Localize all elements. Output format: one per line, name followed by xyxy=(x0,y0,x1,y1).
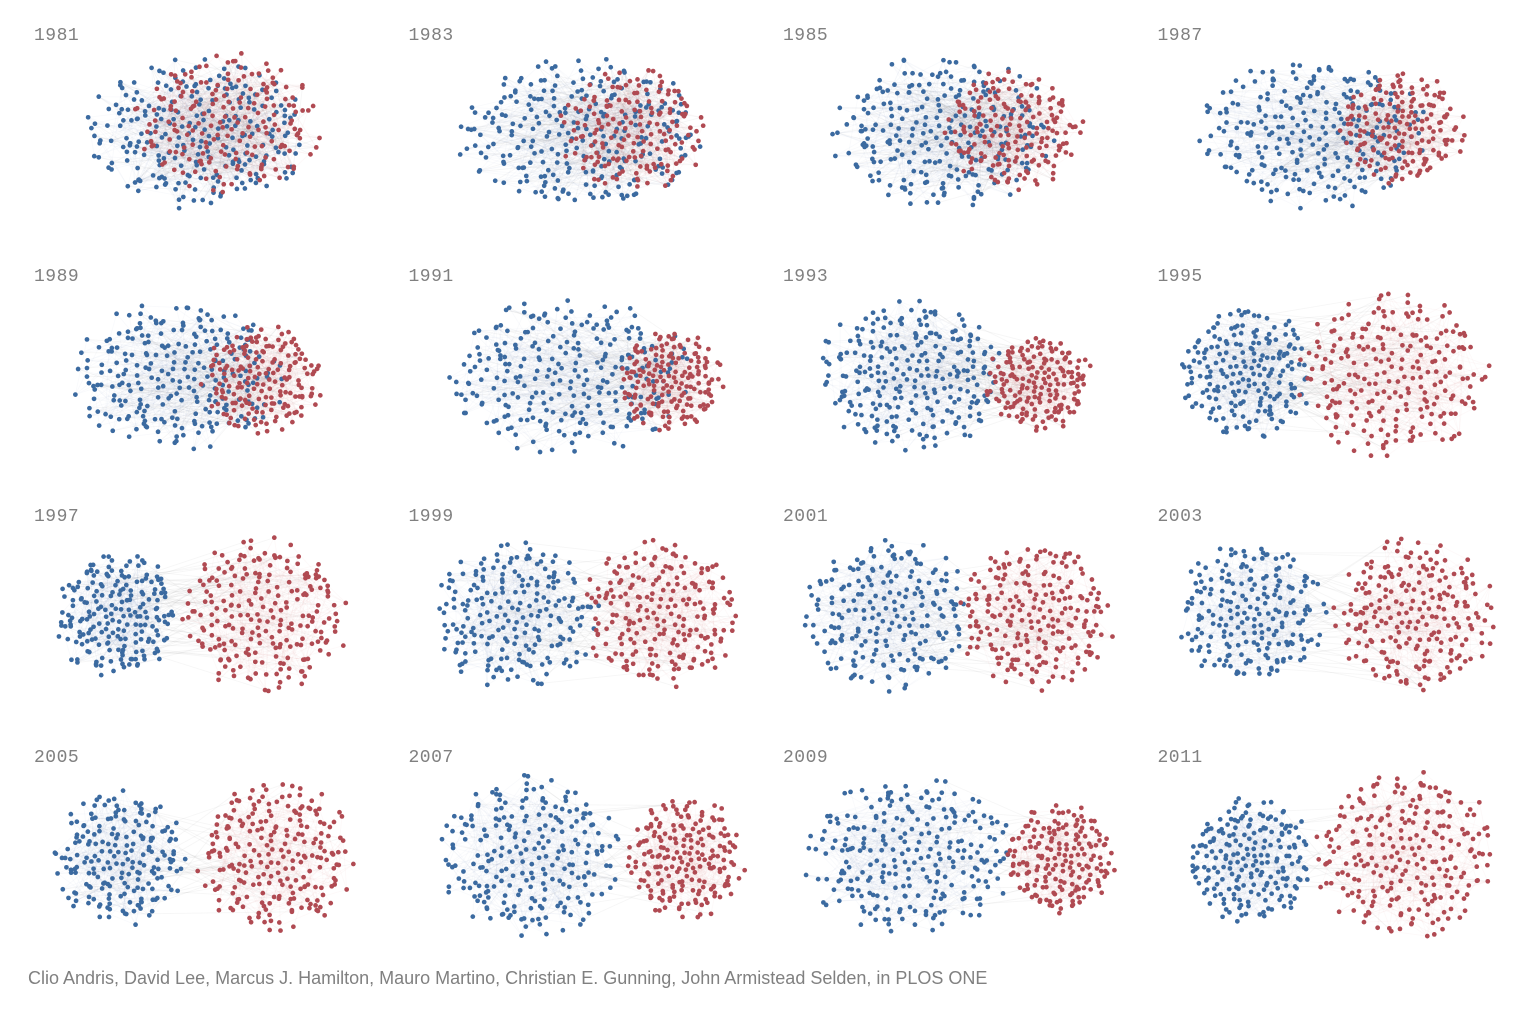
network-plot xyxy=(403,265,760,472)
year-label: 1989 xyxy=(34,267,79,287)
network-plot xyxy=(403,746,760,953)
network-plot xyxy=(777,505,1134,712)
panel-1983: 1983 xyxy=(403,24,760,231)
panel-2001: 2001 xyxy=(777,505,1134,712)
year-label: 2007 xyxy=(409,748,454,768)
network-plot xyxy=(28,505,385,712)
year-label: 1983 xyxy=(409,26,454,46)
year-label: 2009 xyxy=(783,748,828,768)
year-label: 2001 xyxy=(783,507,828,527)
year-label: 1991 xyxy=(409,267,454,287)
year-label: 2011 xyxy=(1158,748,1203,768)
network-plot xyxy=(777,746,1134,953)
network-plot xyxy=(403,24,760,231)
edges-within-blue xyxy=(442,775,618,935)
network-plot xyxy=(28,24,385,231)
year-label: 1987 xyxy=(1158,26,1203,46)
panel-1985: 1985 xyxy=(777,24,1134,231)
network-plot xyxy=(1152,265,1509,472)
year-label: 1985 xyxy=(783,26,828,46)
panel-grid: 1981 1983 1985 1987 xyxy=(28,24,1508,952)
year-label: 1997 xyxy=(34,507,79,527)
panel-1993: 1993 xyxy=(777,265,1134,472)
network-plot xyxy=(1152,24,1509,231)
network-plot xyxy=(1152,505,1509,712)
network-plot xyxy=(28,265,385,472)
network-plot xyxy=(777,265,1134,472)
year-label: 1995 xyxy=(1158,267,1203,287)
panel-1987: 1987 xyxy=(1152,24,1509,231)
panel-1995: 1995 xyxy=(1152,265,1509,472)
panel-2009: 2009 xyxy=(777,746,1134,953)
figure-caption: Clio Andris, David Lee, Marcus J. Hamilt… xyxy=(28,968,1508,989)
panel-2005: 2005 xyxy=(28,746,385,953)
network-plot xyxy=(777,24,1134,231)
panel-1991: 1991 xyxy=(403,265,760,472)
year-label: 1981 xyxy=(34,26,79,46)
network-plot xyxy=(1152,746,1509,953)
network-plot xyxy=(28,746,385,953)
year-label: 1999 xyxy=(409,507,454,527)
panel-1997: 1997 xyxy=(28,505,385,712)
panel-2011: 2011 xyxy=(1152,746,1509,953)
figure-page: 1981 1983 1985 1987 xyxy=(0,0,1536,1028)
panel-1981: 1981 xyxy=(28,24,385,231)
network-plot xyxy=(403,505,760,712)
panel-2003: 2003 xyxy=(1152,505,1509,712)
year-label: 1993 xyxy=(783,267,828,287)
panel-2007: 2007 xyxy=(403,746,760,953)
panel-1999: 1999 xyxy=(403,505,760,712)
year-label: 2003 xyxy=(1158,507,1203,527)
panel-1989: 1989 xyxy=(28,265,385,472)
year-label: 2005 xyxy=(34,748,79,768)
